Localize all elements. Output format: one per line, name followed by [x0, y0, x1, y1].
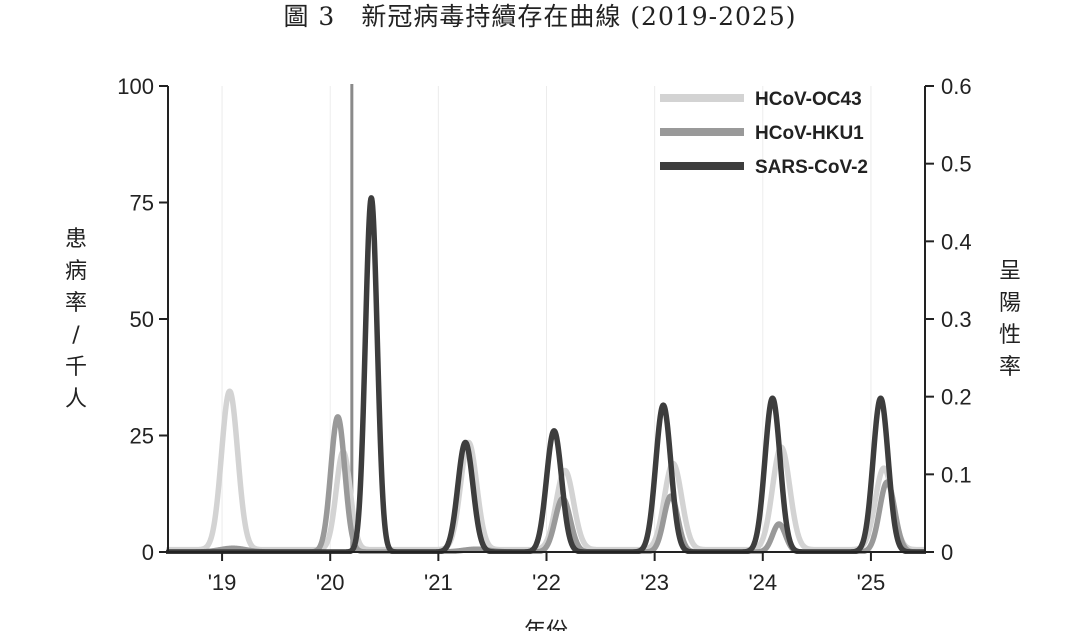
ylabel-left-char-5: 人 [65, 387, 87, 412]
ylabel-left-char-4: 千 [65, 355, 87, 380]
ylabel-right-char-3: 率 [999, 355, 1021, 380]
x-tick-label-0: '19 [208, 570, 237, 595]
axes: 0 25 50 75 100 0 0.1 0.2 0.3 0.4 0.5 0.6 '19 '20 '21 '2… [117, 74, 971, 595]
y-tick-label-left-3: 75 [130, 191, 154, 216]
y-tick-label-right-6: 0.6 [941, 74, 972, 99]
legend: HCoV-OC43 HCoV-HKU1 SARS-CoV-2 [660, 89, 868, 178]
y-axis-label-left: 患病率 / 千人 [65, 227, 87, 412]
legend-label-1: HCoV-HKU1 [755, 123, 864, 144]
x-tick-label-2: '21 [424, 570, 453, 595]
y-tick-label-right-0: 0 [941, 540, 953, 565]
y-tick-label-left-2: 50 [130, 307, 154, 332]
legend-label-0: HCoV-OC43 [755, 89, 862, 110]
ylabel-right-char-2: 性 [999, 323, 1021, 348]
x-tick-label-3: '22 [532, 570, 561, 595]
x-tick-label-4: '23 [640, 570, 669, 595]
legend-label-2: SARS-CoV-2 [755, 157, 868, 178]
ylabel-left-char-3: / [72, 323, 80, 348]
y-tick-label-right-3: 0.3 [941, 307, 972, 332]
x-axis-label: 年份 [524, 619, 568, 631]
y-tick-label-right-1: 0.1 [941, 462, 972, 487]
ylabel-right-char-1: 陽 [999, 291, 1021, 316]
y-tick-label-left-0: 0 [142, 540, 154, 565]
y-tick-label-right-5: 0.5 [941, 152, 972, 177]
y-tick-label-left-1: 25 [130, 424, 154, 449]
x-tick-label-6: '25 [857, 570, 886, 595]
y-tick-label-left-4: 100 [117, 74, 154, 99]
chart-title: 圖 3 新冠病毒持續存在曲線 (2019-2025) [283, 2, 797, 31]
y-tick-label-right-4: 0.4 [941, 229, 972, 254]
ylabel-right-char-0: 呈 [999, 259, 1021, 284]
ylabel-left-char-1: 病 [65, 259, 87, 284]
ylabel-left-char-0: 患 [65, 227, 87, 252]
y-tick-label-right-2: 0.2 [941, 385, 972, 410]
x-tick-label-5: '24 [748, 570, 777, 595]
x-tick-label-1: '20 [316, 570, 345, 595]
ylabel-left-char-2: 率 [65, 291, 87, 316]
